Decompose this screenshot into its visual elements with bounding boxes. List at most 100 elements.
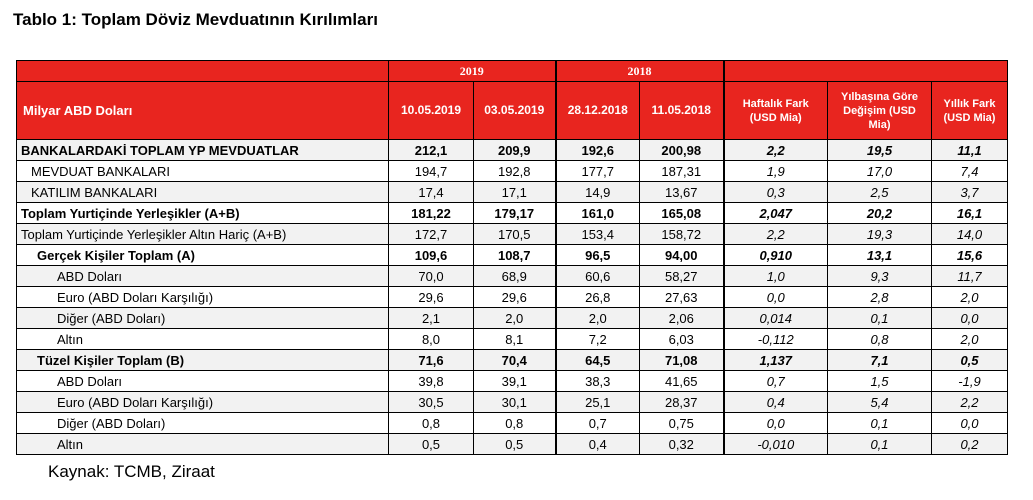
row-label: Toplam Yurtiçinde Yerleşikler Altın Hari…	[16, 223, 389, 245]
weekly-change-cell: 1,137	[723, 349, 828, 371]
yearly-change-cell: 16,1	[931, 202, 1008, 224]
ytd-change-cell: 7,1	[827, 349, 932, 371]
value-cell: 14,9	[555, 181, 640, 203]
table-row: ABD Doları 39,8 39,1 38,3 41,65 0,7 1,5 -1,9	[16, 370, 1008, 392]
weekly-change-cell: 0,3	[723, 181, 828, 203]
table-title: Tablo 1: Toplam Döviz Mevduatının Kırılı…	[13, 10, 378, 29]
year-2019-header: 2019	[388, 60, 557, 82]
value-cell: 17,1	[473, 181, 557, 203]
table-row: Diğer (ABD Doları) 0,8 0,8 0,7 0,75 0,0 0,1 0,0	[16, 412, 1008, 434]
row-label: Euro (ABD Doları Karşılığı)	[16, 286, 389, 308]
value-cell: 71,6	[388, 349, 474, 371]
change-header-empty	[723, 60, 1008, 82]
value-cell: 7,2	[555, 328, 640, 350]
row-label: Tüzel Kişiler Toplam (B)	[16, 349, 389, 371]
date-header: 10.05.2019	[388, 81, 474, 140]
weekly-change-cell: 1,9	[723, 160, 828, 182]
yearly-change-cell: 2,0	[931, 286, 1008, 308]
value-cell: 96,5	[555, 244, 640, 266]
value-cell: 64,5	[555, 349, 640, 371]
yearly-change-cell: 2,2	[931, 391, 1008, 413]
weekly-change-cell: -0,112	[723, 328, 828, 350]
value-cell: 0,7	[555, 412, 640, 434]
value-cell: 70,4	[473, 349, 557, 371]
ytd-change-cell: 5,4	[827, 391, 932, 413]
value-cell: 181,22	[388, 202, 474, 224]
value-cell: 179,17	[473, 202, 557, 224]
value-cell: 29,6	[473, 286, 557, 308]
value-cell: 30,5	[388, 391, 474, 413]
table-row: Toplam Yurtiçinde Yerleşikler Altın Hari…	[16, 223, 1008, 245]
table-body: BANKALARDAKİ TOPLAM YP MEVDUATLAR 212,1 20…	[16, 139, 1008, 455]
yearly-change-cell: 3,7	[931, 181, 1008, 203]
value-cell: 68,9	[473, 265, 557, 287]
value-cell: 209,9	[473, 139, 557, 161]
value-cell: 0,75	[639, 412, 725, 434]
table-row: Euro (ABD Doları Karşılığı) 29,6 29,6 26,8 2…	[16, 286, 1008, 308]
value-cell: 28,37	[639, 391, 725, 413]
ytd-change-cell: 2,8	[827, 286, 932, 308]
year-header-row: 2019 2018	[16, 60, 1008, 82]
column-header-row: Milyar ABD Doları 10.05.2019 03.05.2019 …	[16, 81, 1008, 140]
value-cell: 13,67	[639, 181, 725, 203]
value-cell: 6,03	[639, 328, 725, 350]
ytd-change-cell: 19,3	[827, 223, 932, 245]
value-cell: 165,08	[639, 202, 725, 224]
row-label: Euro (ABD Doları Karşılığı)	[16, 391, 389, 413]
value-cell: 0,8	[388, 412, 474, 434]
yearly-change-cell: 0,0	[931, 307, 1008, 329]
yearly-change-cell: 7,4	[931, 160, 1008, 182]
value-cell: 0,8	[473, 412, 557, 434]
yearly-change-header: Yıllık Fark (USD Mia)	[931, 81, 1008, 140]
ytd-change-cell: 13,1	[827, 244, 932, 266]
value-cell: 2,06	[639, 307, 725, 329]
value-cell: 94,00	[639, 244, 725, 266]
table-row: MEVDUAT BANKALARI 194,7 192,8 177,7 187,31 1,…	[16, 160, 1008, 182]
year-2018-header: 2018	[555, 60, 725, 82]
table-row: Euro (ABD Doları Karşılığı) 30,5 30,1 25,1 2…	[16, 391, 1008, 413]
table-row: Diğer (ABD Doları) 2,1 2,0 2,0 2,06 0,014 0,1 0…	[16, 307, 1008, 329]
value-cell: 177,7	[555, 160, 640, 182]
value-cell: 158,72	[639, 223, 725, 245]
ytd-change-cell: 0,1	[827, 412, 932, 434]
yearly-change-cell: 15,6	[931, 244, 1008, 266]
row-label: Diğer (ABD Doları)	[16, 307, 389, 329]
ytd-change-cell: 2,5	[827, 181, 932, 203]
weekly-change-cell: 2,2	[723, 139, 828, 161]
row-label: ABD Doları	[16, 265, 389, 287]
value-cell: 17,4	[388, 181, 474, 203]
value-cell: 172,7	[388, 223, 474, 245]
weekly-change-cell: 0,014	[723, 307, 828, 329]
value-cell: 0,32	[639, 433, 725, 455]
date-header: 28.12.2018	[555, 81, 640, 140]
table-row: KATILIM BANKALARI 17,4 17,1 14,9 13,67 0,3 2,5…	[16, 181, 1008, 203]
value-cell: 109,6	[388, 244, 474, 266]
value-cell: 27,63	[639, 286, 725, 308]
value-cell: 58,27	[639, 265, 725, 287]
value-cell: 39,1	[473, 370, 557, 392]
value-cell: 70,0	[388, 265, 474, 287]
ytd-change-cell: 17,0	[827, 160, 932, 182]
yearly-change-cell: 0,5	[931, 349, 1008, 371]
table-row: BANKALARDAKİ TOPLAM YP MEVDUATLAR 212,1 20…	[16, 139, 1008, 161]
value-cell: 41,65	[639, 370, 725, 392]
table-row: Altın 8,0 8,1 7,2 6,03 -0,112 0,8 2,0	[16, 328, 1008, 350]
yearly-change-cell: 0,0	[931, 412, 1008, 434]
value-cell: 161,0	[555, 202, 640, 224]
weekly-change-cell: 0,0	[723, 286, 828, 308]
value-cell: 8,0	[388, 328, 474, 350]
row-label: Altın	[16, 433, 389, 455]
value-cell: 30,1	[473, 391, 557, 413]
value-cell: 0,4	[555, 433, 640, 455]
row-label: BANKALARDAKİ TOPLAM YP MEVDUATLAR	[16, 139, 389, 161]
table-row: Gerçek Kişiler Toplam (A) 109,6 108,7 96,5 9…	[16, 244, 1008, 266]
weekly-change-cell: 0,4	[723, 391, 828, 413]
date-header: 03.05.2019	[473, 81, 557, 140]
value-cell: 2,1	[388, 307, 474, 329]
value-cell: 25,1	[555, 391, 640, 413]
unit-label-header: Milyar ABD Doları	[16, 81, 389, 140]
value-cell: 200,98	[639, 139, 725, 161]
row-label: Diğer (ABD Doları)	[16, 412, 389, 434]
weekly-change-cell: 0,910	[723, 244, 828, 266]
value-cell: 192,8	[473, 160, 557, 182]
